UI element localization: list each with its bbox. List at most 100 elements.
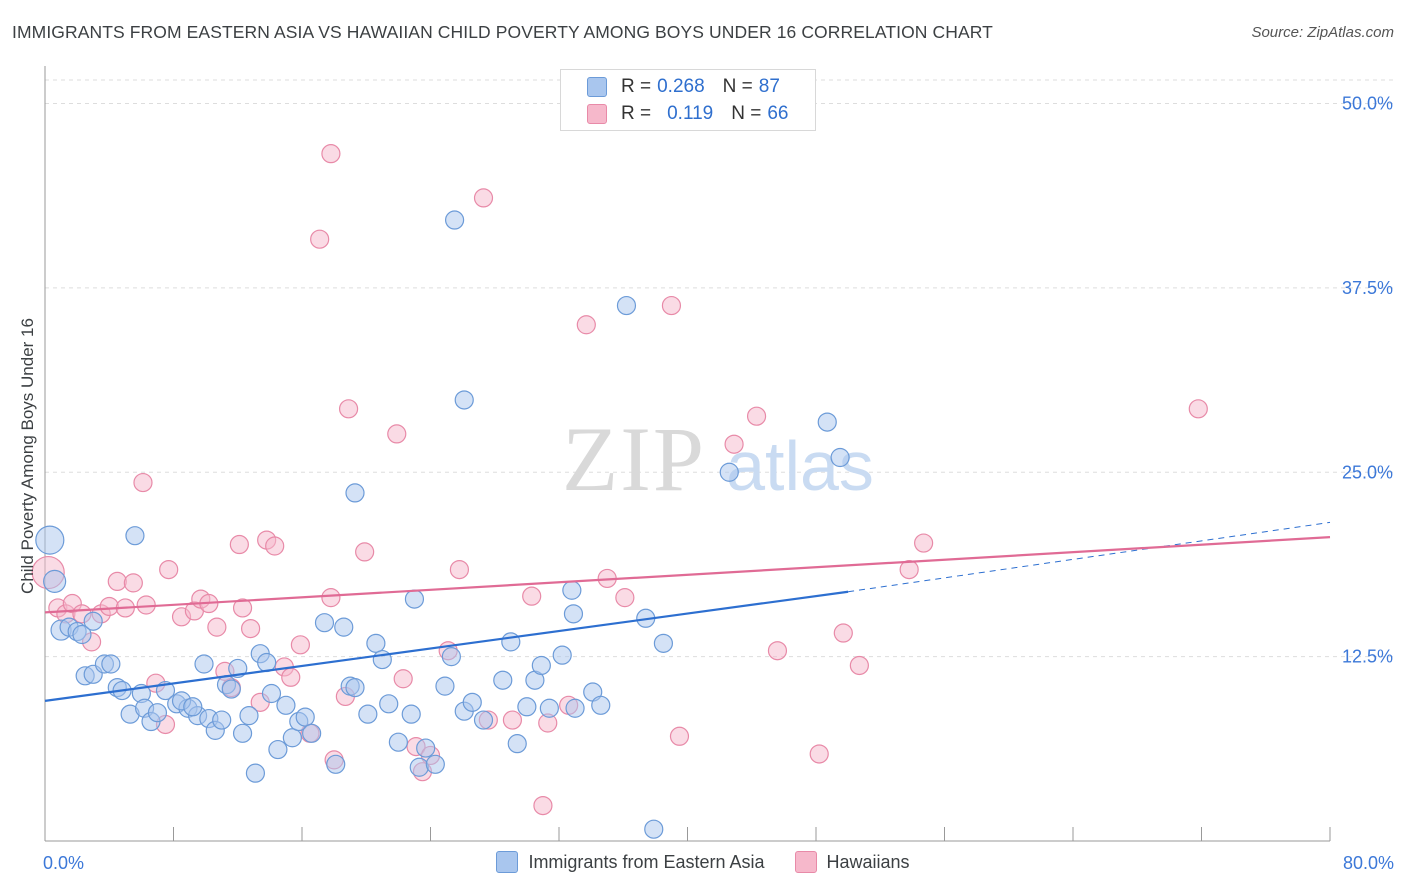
trend-line-immigrants	[44, 590, 849, 702]
x-tick-label: 0.0%	[43, 853, 84, 873]
point-hawaiians	[232, 598, 253, 618]
legend-swatch-pink	[794, 851, 817, 873]
r-value-pink: 0.119	[667, 103, 714, 124]
point-immigrants	[221, 679, 241, 699]
legend-swatch-blue	[496, 851, 519, 873]
point-immigrants	[379, 694, 399, 714]
point-immigrants	[183, 697, 203, 717]
point-hawaiians	[133, 472, 153, 493]
y-tick-label: 37.5%	[1342, 278, 1393, 298]
point-immigrants	[416, 738, 436, 758]
point-immigrants	[507, 734, 527, 754]
point-immigrants	[565, 698, 585, 718]
point-immigrants	[444, 210, 465, 230]
point-immigrants	[539, 698, 559, 718]
point-hawaiians	[321, 144, 341, 164]
point-hawaiians	[241, 618, 261, 639]
point-immigrants	[35, 525, 65, 555]
point-immigrants	[212, 710, 232, 730]
legend-item-hawaiians[interactable]: Hawaiians	[794, 851, 910, 873]
point-hawaiians	[914, 533, 934, 553]
point-immigrants	[563, 604, 584, 624]
point-hawaiians	[502, 710, 523, 730]
x-tick-label: 80.0%	[1343, 853, 1394, 873]
point-hawaiians	[207, 617, 227, 637]
point-hawaiians	[229, 534, 249, 555]
point-immigrants	[644, 819, 664, 839]
point-hawaiians	[310, 229, 330, 249]
n-label: N =	[722, 76, 753, 97]
stats-legend: R = 0.268 N = 87 R = 0.119 N = 66	[560, 69, 816, 131]
point-hawaiians	[522, 586, 542, 606]
point-hawaiians	[449, 559, 470, 580]
point-immigrants	[345, 483, 365, 503]
point-hawaiians	[833, 623, 853, 643]
point-immigrants	[501, 632, 521, 652]
trend-line-hawaiians	[44, 536, 1331, 614]
point-immigrants	[817, 412, 837, 432]
point-hawaiians	[159, 559, 179, 580]
axes	[44, 66, 1331, 842]
stats-row-pink: R = 0.119 N = 66	[587, 101, 789, 127]
point-immigrants	[326, 754, 346, 774]
point-hawaiians	[615, 588, 635, 608]
point-immigrants	[276, 695, 296, 715]
point-immigrants	[719, 462, 739, 482]
point-immigrants	[441, 647, 461, 667]
point-hawaiians	[849, 655, 869, 676]
point-immigrants	[194, 654, 214, 674]
series-immigrants-eastern-asia	[35, 210, 850, 839]
point-hawaiians	[290, 635, 310, 655]
series-legend: Immigrants from Eastern Asia Hawaiians	[0, 851, 1406, 873]
point-immigrants	[314, 613, 335, 633]
stats-row-blue: R = 0.268 N = 87	[587, 74, 780, 100]
point-hawaiians	[1188, 399, 1208, 419]
point-immigrants	[830, 447, 850, 468]
n-label: N =	[731, 103, 762, 124]
point-hawaiians	[809, 744, 829, 764]
point-immigrants	[232, 723, 253, 743]
point-immigrants	[401, 704, 421, 724]
y-axis-label: Child Poverty Among Boys Under 16	[18, 318, 37, 594]
legend-item-immigrants[interactable]: Immigrants from Eastern Asia	[496, 851, 765, 873]
point-hawaiians	[338, 399, 359, 419]
point-immigrants	[404, 589, 425, 609]
point-immigrants	[345, 677, 365, 698]
point-immigrants	[591, 695, 611, 715]
legend-label-immigrants: Immigrants from Eastern Asia	[528, 851, 765, 872]
gridlines	[45, 79, 1395, 658]
point-immigrants	[552, 645, 572, 665]
point-hawaiians	[767, 641, 788, 661]
point-immigrants	[43, 569, 67, 594]
point-immigrants	[435, 676, 455, 696]
point-hawaiians	[669, 726, 690, 746]
point-immigrants	[493, 670, 513, 690]
point-immigrants	[125, 526, 145, 546]
point-hawaiians	[576, 315, 596, 335]
y-tick-label: 50.0%	[1342, 94, 1393, 114]
watermark-zip: ZIP	[562, 408, 706, 510]
point-immigrants	[409, 757, 429, 777]
n-value-blue: 87	[758, 76, 780, 97]
trend-line-immigrants-projection	[848, 521, 1331, 593]
legend-label-hawaiians: Hawaiians	[826, 851, 910, 872]
point-immigrants	[531, 655, 551, 676]
point-hawaiians	[265, 536, 285, 556]
point-immigrants	[334, 617, 354, 637]
point-hawaiians	[387, 424, 407, 444]
point-immigrants	[268, 739, 288, 760]
point-immigrants	[425, 754, 445, 774]
r-value-blue: 0.268	[657, 76, 705, 97]
point-immigrants	[388, 732, 408, 752]
point-hawaiians	[661, 295, 682, 316]
watermark: ZIP atlas	[562, 408, 874, 510]
point-immigrants	[282, 728, 302, 748]
point-hawaiians	[393, 669, 413, 689]
point-hawaiians	[281, 667, 301, 687]
point-immigrants	[261, 683, 282, 704]
point-immigrants	[101, 654, 121, 674]
point-hawaiians	[107, 571, 127, 592]
point-hawaiians	[123, 573, 143, 593]
point-immigrants	[245, 763, 266, 783]
point-immigrants	[616, 295, 637, 316]
